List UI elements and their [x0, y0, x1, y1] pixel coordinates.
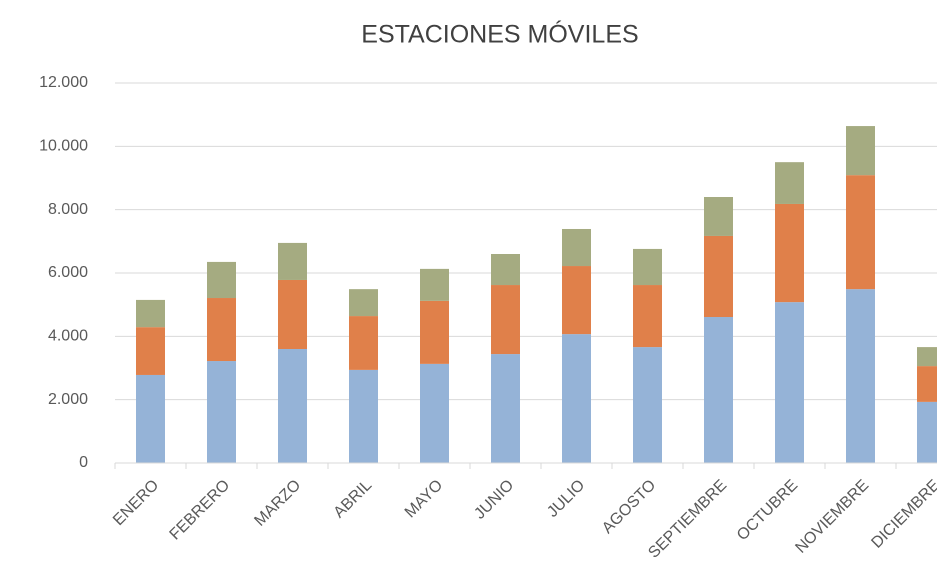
bar-segment — [704, 197, 733, 236]
bar-segment — [491, 254, 520, 286]
bar-segment — [775, 302, 804, 463]
bar-segment — [349, 289, 378, 317]
bar-segment — [562, 334, 591, 463]
bar-segment — [136, 299, 165, 328]
bar-segment — [207, 298, 236, 362]
bar-segment — [491, 354, 520, 463]
bar-segment — [562, 266, 591, 335]
bar-segment — [704, 317, 733, 463]
bar-segment — [633, 248, 662, 286]
y-tick-label: 2.000 — [48, 391, 88, 408]
y-tick-label: 12.000 — [39, 74, 88, 91]
bar-segment — [420, 363, 449, 463]
bar-segment — [491, 285, 520, 355]
bar-segment — [420, 300, 449, 364]
bar-segment — [349, 369, 378, 463]
y-tick-label: 10.000 — [39, 138, 88, 155]
bar-segment — [278, 349, 307, 463]
bar-segment — [278, 242, 307, 280]
bar-segment — [917, 401, 937, 463]
bar-segment — [775, 162, 804, 204]
bar-segment — [207, 361, 236, 463]
bar-segment — [633, 347, 662, 463]
bar-segment — [775, 203, 804, 303]
chart-title: ESTACIONES MÓVILES — [361, 20, 638, 49]
bar-segment — [207, 261, 236, 299]
bar-segment — [846, 126, 875, 176]
bar-segment — [633, 285, 662, 348]
bar-segment — [704, 235, 733, 318]
y-tick-label: 0 — [79, 454, 88, 471]
bar-segment — [846, 289, 875, 463]
y-tick-label: 6.000 — [48, 264, 88, 281]
bar-segment — [562, 228, 591, 267]
bar-segment — [846, 175, 875, 290]
y-tick-label: 4.000 — [48, 328, 88, 345]
bar-segment — [917, 366, 937, 402]
bar-segment — [349, 316, 378, 370]
bar-segment — [420, 268, 449, 301]
bar-segment — [917, 347, 937, 367]
bar-segment — [136, 374, 165, 463]
bar-segment — [136, 327, 165, 375]
bar-segment — [278, 279, 307, 349]
y-tick-label: 8.000 — [48, 201, 88, 218]
